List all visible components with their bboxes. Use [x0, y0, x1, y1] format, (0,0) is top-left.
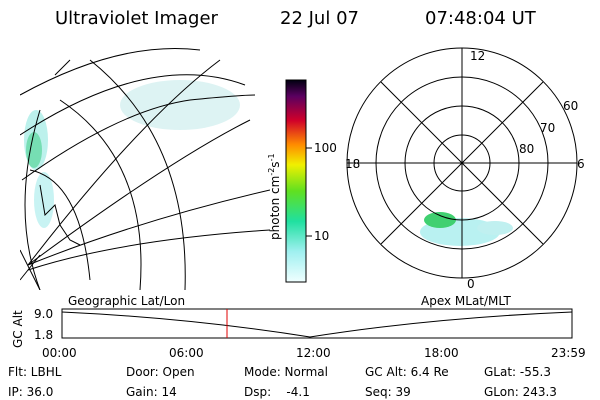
axis-label: GC Alt: [11, 310, 25, 348]
info-field: GLon: 243.3: [484, 385, 557, 399]
time-label: 23:59: [551, 346, 586, 360]
coastline: [39, 184, 81, 246]
unit-exp: -1: [267, 153, 276, 161]
timeline-box: [61, 308, 573, 339]
info-field: Gain: 14: [126, 385, 177, 399]
unit: s: [268, 161, 282, 167]
date: 22 Jul 07: [280, 8, 359, 29]
time-label: 12:00: [296, 346, 331, 360]
grid-line: [29, 169, 91, 281]
info-field: IP: 36.0: [8, 385, 53, 399]
mlt-label: 12: [470, 49, 485, 63]
aurora: [424, 212, 456, 228]
info-field: GC Alt: 6.4 Re: [365, 365, 449, 379]
grid-line: [20, 74, 246, 136]
unit-exp: -2: [267, 168, 276, 176]
time: 07:48:04 UT: [425, 8, 537, 29]
time-label: 18:00: [424, 346, 459, 360]
info-field: Seq: 39: [365, 385, 411, 399]
mlat-label: 60: [563, 99, 578, 113]
time-label: 06:00: [169, 346, 204, 360]
info-field: GLat: -55.3: [484, 365, 551, 379]
info-field: Mode: Normal: [244, 365, 328, 379]
unit: photon cm: [268, 176, 282, 240]
y-label: 1.8: [34, 328, 53, 342]
mlt-label: 0: [467, 277, 475, 291]
grid-line: [59, 99, 142, 290]
colorbar: [285, 79, 307, 283]
info-field: Dsp: -4.1: [244, 385, 310, 399]
geo-map: [20, 47, 270, 290]
colorbar-label: photon cm-2s-1: [267, 153, 282, 240]
mlt-label: 18: [345, 157, 360, 171]
mlt-label: 6: [577, 157, 585, 171]
altitude-curve: [61, 311, 573, 338]
grid-line: [24, 109, 41, 290]
mlat-label: 70: [540, 121, 555, 135]
timeline-title: Geographic Lat/Lon: [68, 294, 185, 308]
grid-line: [27, 229, 270, 271]
grid-line: [20, 47, 201, 96]
polar-plot: [346, 47, 578, 279]
grid-line: [27, 189, 270, 266]
mlat-label: 80: [519, 142, 534, 156]
coastline: [20, 249, 41, 290]
colorbar-tick-label: 10: [314, 229, 329, 243]
aurora: [34, 172, 54, 228]
colorbar-tick-label: 100: [314, 141, 337, 155]
info-field: Door: Open: [126, 365, 195, 379]
grid-line: [27, 119, 251, 266]
aurora: [120, 80, 240, 130]
spoke: [380, 81, 544, 245]
grid-line: [27, 59, 221, 266]
time-label: 00:00: [42, 346, 77, 360]
info-panel: Flt: LBHL Door: Open Mode: Normal GC Alt: 6…: [8, 365, 557, 399]
timeline-title: Apex MLat/MLT: [421, 294, 511, 308]
info-field: Flt: LBHL: [8, 365, 62, 379]
coastline: [54, 59, 71, 76]
y-label: 9.0: [34, 307, 53, 321]
grid-line: [89, 59, 186, 290]
instrument: Ultraviolet Imager: [55, 8, 219, 29]
grid-line: [21, 94, 256, 181]
aurora: [24, 110, 48, 170]
aurora: [477, 221, 513, 235]
